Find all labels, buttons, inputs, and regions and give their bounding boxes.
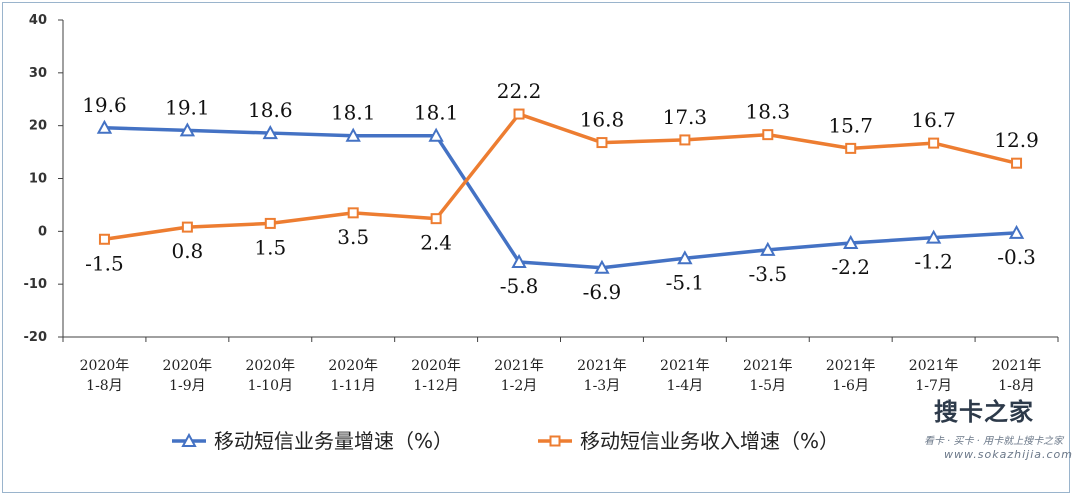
series-2-data-label: -1.5: [85, 251, 124, 275]
x-tick-label-period: 1-3月: [584, 378, 621, 394]
x-tick-label-period: 1-7月: [915, 378, 952, 394]
x-tick-label-year: 2021年: [909, 358, 959, 374]
watermark-url: www.sokazhijia.com: [944, 448, 1073, 461]
x-tick-label-period: 1-10月: [248, 378, 293, 394]
x-tick-label-year: 2021年: [743, 358, 793, 374]
series-2-point: [264, 217, 276, 229]
series-1-point: [428, 127, 444, 142]
series-2-data-label: 16.8: [580, 108, 625, 132]
x-tick-label-year: 2020年: [163, 358, 213, 374]
series-1-point: [925, 229, 942, 244]
series-1-data-label: -0.3: [997, 245, 1036, 269]
x-tick-label-period: 1-2月: [501, 378, 538, 394]
x-tick-label-year: 2021年: [660, 358, 710, 374]
y-tick-label: 0: [38, 224, 47, 239]
x-tick-label-period: 1-8月: [998, 378, 1035, 394]
x-tick-label-year: 2020年: [328, 358, 378, 374]
x-axis: 2020年 1-8月 2020年 1-9月 2020年 1-10月 2020年 1-11月 20…: [62, 336, 1059, 394]
series-1-data-label: 18.1: [331, 101, 376, 125]
series-2-data-label: 2.4: [420, 231, 452, 255]
x-tick-label-year: 2021年: [826, 358, 876, 374]
series-2-data-label: 22.2: [497, 79, 542, 103]
series-1-point: [760, 241, 776, 256]
x-tick-label-period: 1-8月: [86, 378, 123, 394]
x-tick-label-year: 2021年: [992, 358, 1042, 374]
data-labels: 19.6 -1.5 19.1 0.8 18.6 1.5 18.1 3.5 18.1 2.4 -5.8…: [82, 79, 1039, 304]
series-2-data-label: 18.3: [746, 100, 791, 124]
series-line-2: [104, 112, 1017, 241]
y-tick-label: 10: [29, 172, 47, 187]
x-tick-label-period: 1-4月: [667, 378, 704, 394]
legend-marker-2: [549, 435, 561, 447]
legend-label-1: 移动短信业务量增速（%）: [214, 429, 453, 453]
series-2-point: [98, 233, 110, 245]
series-1-data-label: -5.1: [666, 270, 705, 294]
series-1-data-label: 19.1: [165, 95, 210, 119]
series-1-point: [262, 124, 278, 140]
series-2-point: [1011, 157, 1023, 169]
series-2-point: [928, 137, 940, 149]
series-1-point: [511, 253, 527, 268]
watermark-title: 搜卡之家: [934, 398, 1034, 426]
legend-marker-1: [181, 432, 197, 447]
watermark-logo: 搜卡之家 看卡 · 买卡 · 用卡就上搜卡之家 www.sokazhijia.c…: [920, 388, 1073, 468]
legend: 移动短信业务量增速（%） 移动短信业务收入增速（%）: [172, 429, 839, 453]
x-tick-label-year: 2020年: [80, 358, 130, 374]
x-tick-label-period: 1-12月: [413, 378, 458, 394]
series-2-data-label: 0.8: [171, 239, 203, 263]
series-2-point: [679, 134, 691, 146]
series-1-data-label: -2.2: [831, 255, 870, 279]
series-1-data-label: -3.5: [749, 262, 788, 286]
series-1-point: [345, 127, 361, 142]
y-tick-label: 30: [29, 66, 47, 81]
series-2-point: [513, 108, 525, 120]
series-1-data-label: 18.1: [414, 101, 459, 125]
series-1-point: [1008, 224, 1025, 239]
series-2-data-label: 17.3: [663, 105, 708, 129]
series-1-data-label: -6.9: [583, 280, 622, 304]
x-tick-label-period: 1-11月: [330, 378, 375, 394]
y-axis: 40 30 20 10 0 -10 -20: [24, 13, 64, 345]
series-line-1: [104, 126, 1017, 270]
x-tick-label-year: 2021年: [494, 358, 544, 374]
y-tick-label: -20: [24, 330, 48, 345]
series-1-data-label: -1.2: [914, 250, 953, 274]
series-2-data-label: 15.7: [828, 113, 873, 137]
x-tick-label-year: 2021年: [577, 358, 627, 374]
x-tick-label-period: 1-5月: [750, 378, 787, 394]
series-2-point: [347, 207, 359, 219]
watermark-subtitle: 看卡 · 买卡 · 用卡就上搜卡之家: [924, 436, 1064, 447]
series-2-data-label: 3.5: [337, 225, 369, 249]
series-1-point: [843, 234, 859, 249]
x-tick-label-year: 2020年: [245, 358, 295, 374]
x-tick-label-period: 1-9月: [169, 378, 206, 394]
series-layer: [96, 108, 1025, 274]
legend-label-2: 移动短信业务收入增速（%）: [580, 429, 839, 453]
series-2-point: [596, 137, 608, 149]
series-1-data-label: 19.6: [82, 93, 127, 117]
series-2-point: [430, 213, 442, 225]
series-2-data-label: 12.9: [994, 128, 1039, 152]
series-1-point: [96, 119, 113, 134]
series-1-data-label: 18.6: [248, 98, 293, 122]
series-1-point: [179, 122, 196, 137]
y-tick-label: 20: [29, 119, 47, 134]
y-tick-label: -10: [24, 277, 48, 292]
series-2-point: [762, 129, 774, 141]
series-1-point: [594, 259, 610, 274]
y-tick-label: 40: [29, 13, 47, 28]
x-tick-label-period: 1-6月: [832, 378, 869, 394]
series-2-point: [845, 142, 857, 154]
series-1-data-label: -5.8: [500, 274, 539, 298]
x-tick-label-year: 2020年: [411, 358, 461, 374]
series-1-point: [677, 250, 693, 265]
series-2-data-label: 16.7: [911, 108, 956, 132]
series-2-data-label: 1.5: [254, 235, 286, 259]
series-2-point: [181, 221, 193, 233]
